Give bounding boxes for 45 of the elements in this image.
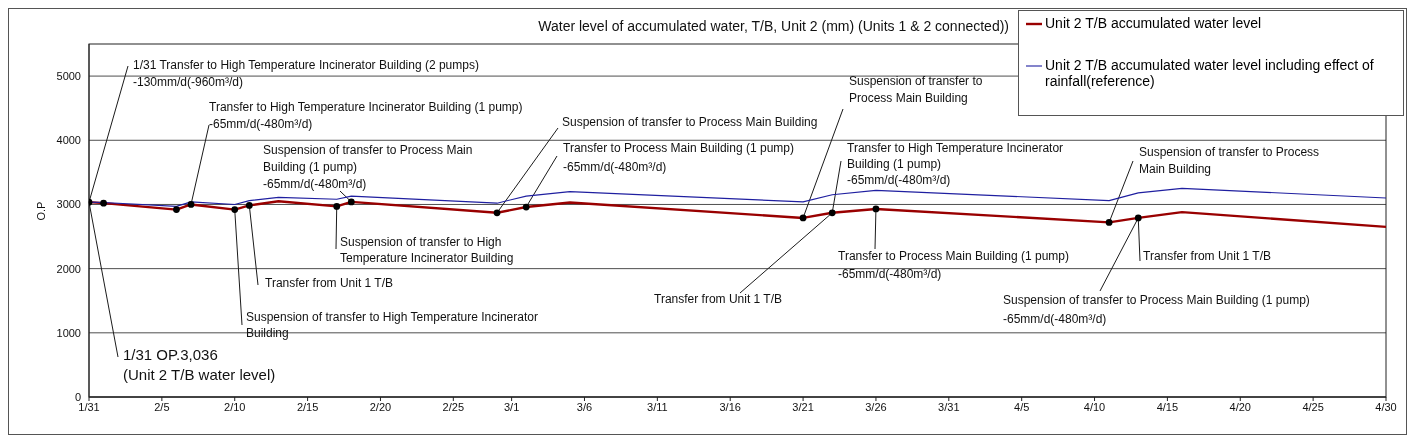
x-tick-label: 2/10 bbox=[224, 400, 246, 413]
annotation: Transfer from Unit 1 T/B bbox=[265, 276, 394, 290]
x-tick-label: 3/16 bbox=[719, 400, 741, 413]
chart-title: Water level of accumulated water, T/B, Unit 2 (mm) (Units 1 & 2 connected)) bbox=[538, 18, 1009, 34]
x-tick-label: 2/15 bbox=[296, 400, 319, 413]
y-axis-title: O.P bbox=[34, 201, 47, 221]
x-tick-label: 3/31 bbox=[938, 400, 960, 413]
annotation: Suspension of transfer to High Temperature Incinerator Building bbox=[246, 310, 538, 340]
x-tick-label: 3/26 bbox=[865, 400, 887, 413]
annotation: Suspension of transfer to High Temperature Incinerator Building bbox=[340, 235, 514, 265]
x-tick-label: 3/1 bbox=[503, 400, 520, 413]
y-tick-label: 0 bbox=[74, 390, 81, 403]
annotation: Suspension of transfer to Process Main Building bbox=[849, 74, 983, 105]
annotation: Transfer from Unit 1 T/B bbox=[1143, 249, 1272, 263]
x-tick-label: 4/30 bbox=[1375, 400, 1397, 413]
annotation: Transfer to High Temperature Incinerator Building (1 pump) -65mm/d(-480m³/d) bbox=[847, 141, 1064, 187]
legend-label: Unit 2 T/B accumulated water level bbox=[1045, 15, 1262, 31]
annotation: Suspension of transfer to Process Main Building bbox=[562, 115, 818, 129]
annotation: 1/31 OP.3,036 (Unit 2 T/B water level) bbox=[123, 346, 276, 383]
annotation: Suspension of transfer to Process Main Building (1 pump) -65mm/d(-480m³/d) bbox=[1003, 293, 1310, 326]
annotation: Transfer to Process Main Building (1 pump) -65mm/d(-480m³/d) bbox=[563, 141, 794, 174]
x-tick-label: 3/21 bbox=[792, 400, 814, 413]
x-tick-label: 2/20 bbox=[369, 400, 392, 413]
legend-label: Unit 2 T/B accumulated water level including effect of rainfall(reference) bbox=[1045, 57, 1375, 89]
x-tick-label: 2/5 bbox=[154, 400, 170, 413]
annotation: Suspension of transfer to Process Main Building bbox=[1139, 145, 1320, 176]
y-tick-label: 1000 bbox=[56, 326, 81, 339]
x-tick-label: 4/20 bbox=[1229, 400, 1251, 413]
y-tick-label: 5000 bbox=[56, 70, 81, 82]
y-tick-label: 2000 bbox=[56, 262, 81, 275]
x-tick-label: 3/6 bbox=[576, 400, 593, 413]
y-tick-label: 3000 bbox=[56, 198, 81, 211]
x-tick-label: 4/10 bbox=[1083, 400, 1106, 413]
annotation: Suspension of transfer to Process Main Building (1 pump) -65mm/d(-480m³/d) bbox=[263, 143, 473, 191]
x-tick-label: 4/5 bbox=[1014, 400, 1030, 413]
annotation: Transfer to Process Main Building (1 pump) -65mm/d(-480m³/d) bbox=[838, 249, 1069, 281]
x-tick-label: 4/25 bbox=[1302, 400, 1324, 413]
annotation: Transfer to High Temperature Incinerator Building (1 pump) -65mm/d(-480m³/d) bbox=[209, 100, 523, 131]
y-tick-label: 4000 bbox=[56, 134, 81, 147]
x-tick-label: 4/15 bbox=[1156, 400, 1179, 413]
x-tick-label: 3/11 bbox=[647, 400, 668, 413]
annotation: 1/31 Transfer to High Temperature Incinerator Building (2 pumps) -130mm/d(-960m³/d) bbox=[133, 58, 479, 89]
x-tick-label: 1/31 bbox=[78, 400, 100, 413]
x-tick-label: 2/25 bbox=[442, 400, 465, 413]
annotation: Transfer from Unit 1 T/B bbox=[654, 292, 783, 306]
